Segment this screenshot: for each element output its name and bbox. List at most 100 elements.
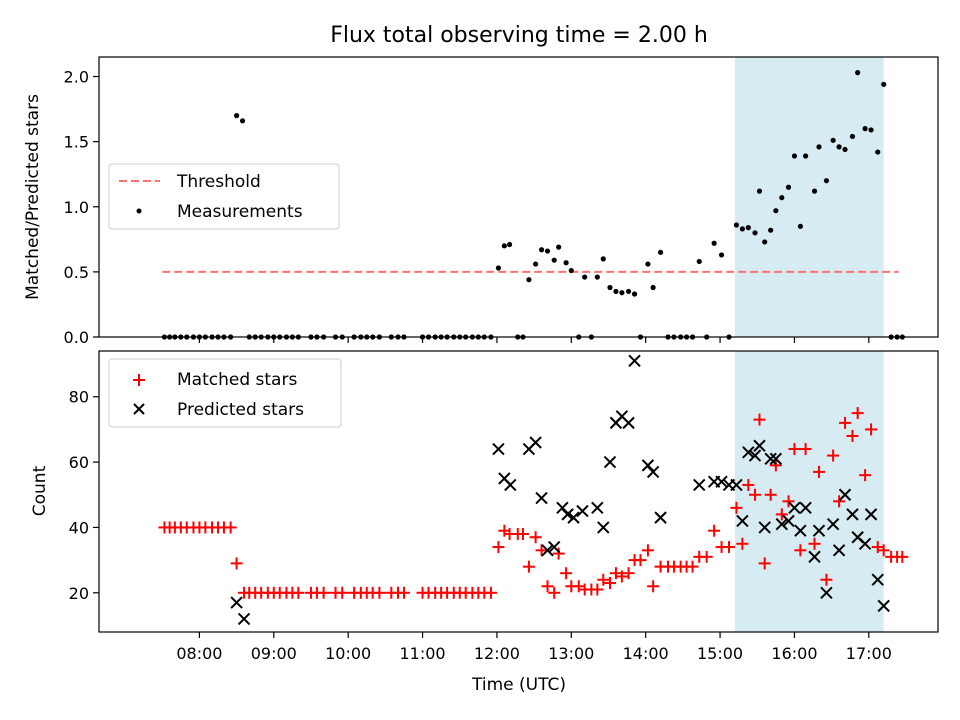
- matched-star-point: [769, 459, 782, 472]
- legend-predicted-swatch: [133, 403, 145, 415]
- matched-star-point: [749, 488, 762, 501]
- matched-star-point: [317, 586, 330, 599]
- cross-b: [769, 452, 783, 466]
- matched-star-point: [516, 527, 529, 540]
- predicted-star-point: [748, 449, 762, 462]
- matched-star-point: [788, 443, 801, 456]
- measurement-point: [506, 241, 513, 248]
- measurement-point: [752, 230, 758, 236]
- y-tick-label: 1.5: [64, 133, 89, 152]
- x-tick-label: 13:00: [548, 644, 594, 663]
- y-tick-label: 0.0: [64, 328, 89, 347]
- x-axis-label: Time (UTC): [471, 675, 566, 695]
- cross-b: [753, 439, 766, 452]
- matched-star-point: [615, 570, 628, 583]
- measurement-point: [823, 178, 830, 184]
- count-legend: Matched stars Predicted stars: [108, 358, 342, 428]
- predicted-star-point: [693, 478, 706, 492]
- matched-star-point: [224, 521, 237, 534]
- matched-star-point: [492, 541, 505, 554]
- predicted-star-point: [237, 612, 251, 626]
- cross-b: [775, 517, 789, 531]
- measurement-point: [830, 137, 836, 143]
- predicted-star-point: [794, 524, 807, 537]
- measurement-point: [733, 222, 740, 228]
- measurement-point: [875, 149, 881, 155]
- predicted-star-point: [646, 465, 660, 479]
- chart-title: Flux total observing time = 2.00 h: [330, 23, 708, 48]
- predicted-star-point: [715, 475, 728, 488]
- predicted-star-point: [769, 452, 783, 466]
- matched-star-point: [753, 413, 766, 426]
- measurement-point: [239, 118, 246, 124]
- matched-star-point: [865, 423, 878, 436]
- measurement-point: [773, 208, 779, 214]
- matched-star-point: [758, 557, 771, 570]
- y-tick-label: 1.0: [64, 198, 89, 217]
- matched-star-point: [560, 567, 573, 580]
- predicted-star-point: [622, 416, 635, 430]
- cross-b: [826, 517, 840, 531]
- predicted-star-point: [504, 478, 517, 492]
- cross-b: [591, 501, 604, 515]
- matched-star-point: [552, 547, 565, 560]
- cross-b: [782, 514, 795, 528]
- count-x-ticks: 08:00 09:00 10:00 11:00 12:00 13:00 14:00 15:00…: [176, 632, 892, 663]
- predicted-star-point: [576, 504, 589, 518]
- cross-b: [851, 531, 864, 544]
- x-tick-label: 09:00: [251, 644, 297, 663]
- measurement-point: [563, 260, 569, 266]
- measurement-point: [657, 249, 664, 255]
- y-tick-label: 20: [69, 584, 89, 603]
- predicted-star-point: [535, 491, 548, 505]
- cross-b: [742, 446, 755, 459]
- cross-b: [858, 537, 872, 550]
- measurement-point: [739, 226, 745, 232]
- cross-b: [812, 524, 826, 537]
- x-tick-label: 14:00: [623, 644, 669, 663]
- matched-star-point: [541, 580, 554, 593]
- predicted-star-point: [753, 439, 766, 452]
- y-tick-label: 0.5: [64, 263, 89, 282]
- count-y-label: Count: [30, 465, 50, 516]
- matched-star-point: [529, 531, 542, 544]
- predicted-star-point: [832, 544, 846, 557]
- matched-star-point: [896, 550, 909, 563]
- matched-star-point: [634, 554, 647, 567]
- measurement-point: [544, 248, 551, 254]
- predicted-star-point: [561, 508, 574, 521]
- predicted-star-point: [492, 442, 505, 456]
- measurement-point: [533, 261, 539, 267]
- measurement-point: [631, 291, 638, 297]
- ratio-panel: 0.00.51.01.52.0 Matched/Predicted stars …: [23, 56, 939, 347]
- x-tick-label: 10:00: [325, 644, 371, 663]
- ratio-legend-box: [108, 163, 340, 230]
- cross-b: [237, 612, 251, 626]
- count-panel: 20 40 60 80 08:00 09:00 10:00 11:00 12:00 13:00 1…: [30, 350, 939, 695]
- y-tick-label: 2.0: [64, 68, 89, 87]
- predicted-star-point: [846, 508, 859, 521]
- legend-measurements-swatch: [136, 208, 142, 214]
- cross-b: [808, 550, 821, 564]
- matched-star-point: [522, 560, 535, 573]
- x-tick-label: 16:00: [771, 644, 817, 663]
- matched-star-point: [775, 508, 788, 521]
- cross-b: [820, 586, 833, 599]
- measurement-point: [816, 144, 822, 150]
- cross-b: [567, 511, 580, 524]
- cross-b: [498, 472, 511, 485]
- measurement-point: [613, 288, 619, 295]
- matched-star-point: [820, 573, 833, 586]
- predicted-star-point: [603, 455, 617, 469]
- cross-b: [832, 544, 846, 557]
- matched-star-point: [548, 586, 561, 599]
- measurement-point: [501, 243, 507, 249]
- measurement-point: [718, 252, 725, 258]
- cross-b: [597, 521, 610, 534]
- measurement-point: [568, 267, 574, 274]
- predicted-star-point: [758, 521, 771, 534]
- cross-b: [547, 540, 561, 554]
- y-tick-label: 40: [69, 518, 89, 537]
- measurement-point: [756, 188, 763, 194]
